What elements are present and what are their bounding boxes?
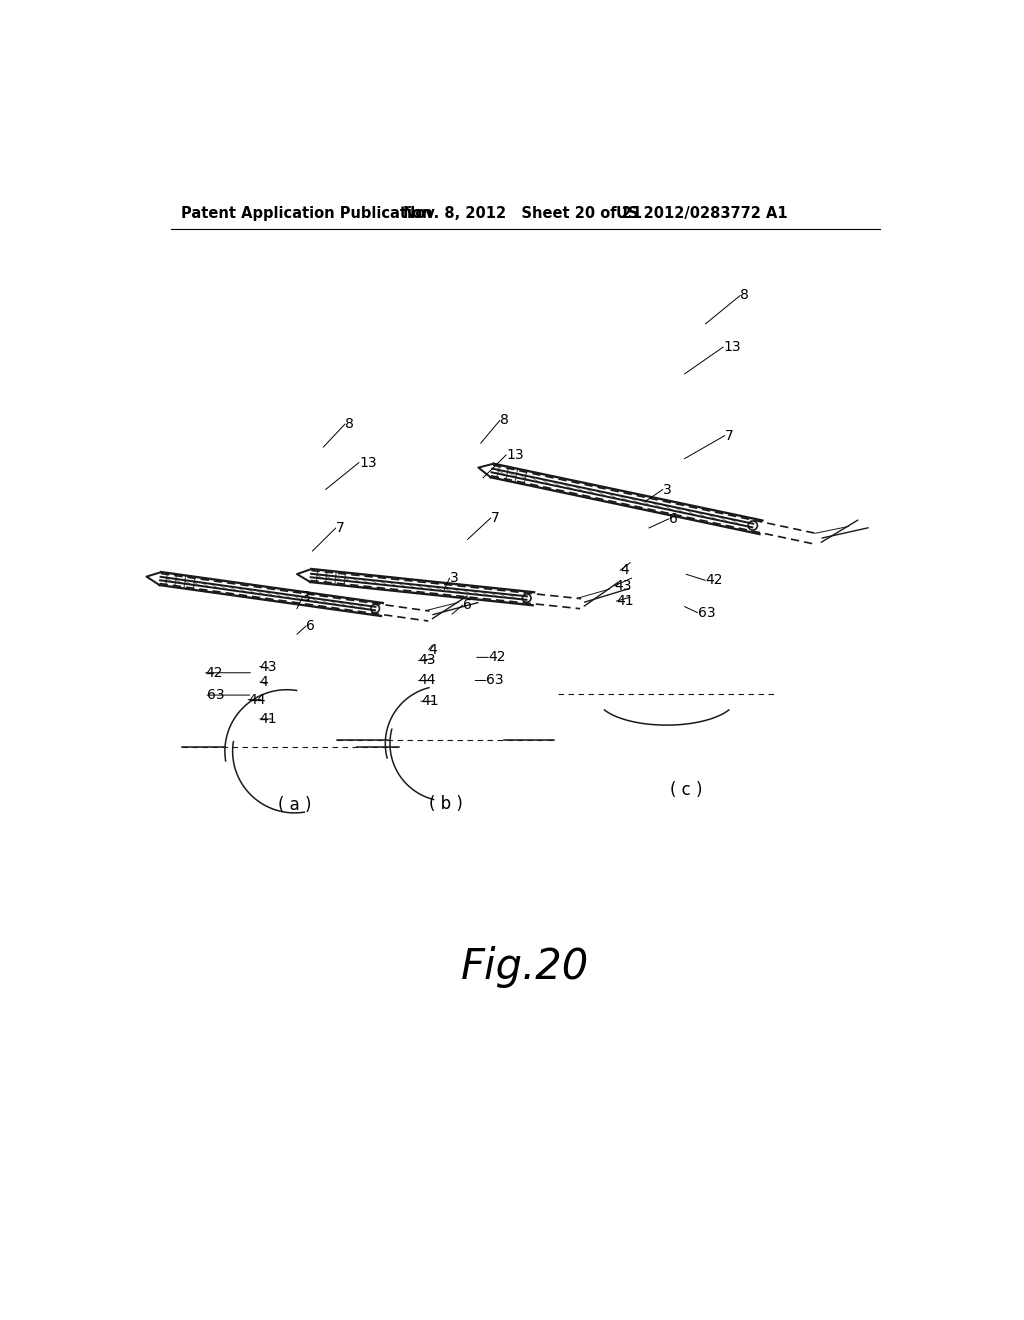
- Text: 3: 3: [450, 572, 459, 585]
- Text: 3: 3: [302, 590, 311, 605]
- Text: Patent Application Publication: Patent Application Publication: [180, 206, 432, 222]
- Text: 43: 43: [614, 578, 632, 593]
- Text: 43: 43: [260, 660, 278, 673]
- Text: 13: 13: [723, 341, 740, 354]
- Text: 7: 7: [336, 521, 344, 535]
- Text: 6: 6: [306, 619, 315, 632]
- Text: 42: 42: [206, 665, 223, 680]
- Text: ( c ): ( c ): [670, 781, 702, 799]
- Text: 43: 43: [419, 653, 436, 668]
- Text: 4: 4: [429, 643, 437, 656]
- Text: 41: 41: [260, 711, 278, 726]
- Text: 6: 6: [669, 512, 678, 525]
- Text: 63: 63: [486, 673, 504, 688]
- Text: 63: 63: [207, 688, 224, 702]
- Text: ( a ): ( a ): [278, 796, 311, 814]
- Text: ( b ): ( b ): [429, 795, 463, 813]
- Text: 6: 6: [463, 598, 472, 612]
- Text: 42: 42: [706, 573, 723, 587]
- Text: 41: 41: [421, 694, 438, 709]
- Text: 7: 7: [725, 429, 733, 442]
- Text: 13: 13: [359, 455, 377, 470]
- Text: 44: 44: [419, 673, 436, 688]
- Text: 42: 42: [488, 651, 506, 664]
- Text: 4: 4: [260, 675, 268, 689]
- Text: 3: 3: [663, 483, 672, 496]
- Text: 13: 13: [506, 447, 524, 462]
- Text: Fig.20: Fig.20: [461, 946, 589, 987]
- Text: 7: 7: [490, 511, 500, 525]
- Text: 63: 63: [697, 606, 715, 619]
- Text: 4: 4: [621, 564, 629, 577]
- Text: 41: 41: [616, 594, 634, 609]
- Text: 8: 8: [345, 417, 354, 432]
- Text: 44: 44: [248, 693, 265, 706]
- Text: Nov. 8, 2012   Sheet 20 of 21: Nov. 8, 2012 Sheet 20 of 21: [403, 206, 642, 222]
- Text: 8: 8: [740, 289, 750, 302]
- Text: 8: 8: [500, 413, 509, 428]
- Text: US 2012/0283772 A1: US 2012/0283772 A1: [616, 206, 787, 222]
